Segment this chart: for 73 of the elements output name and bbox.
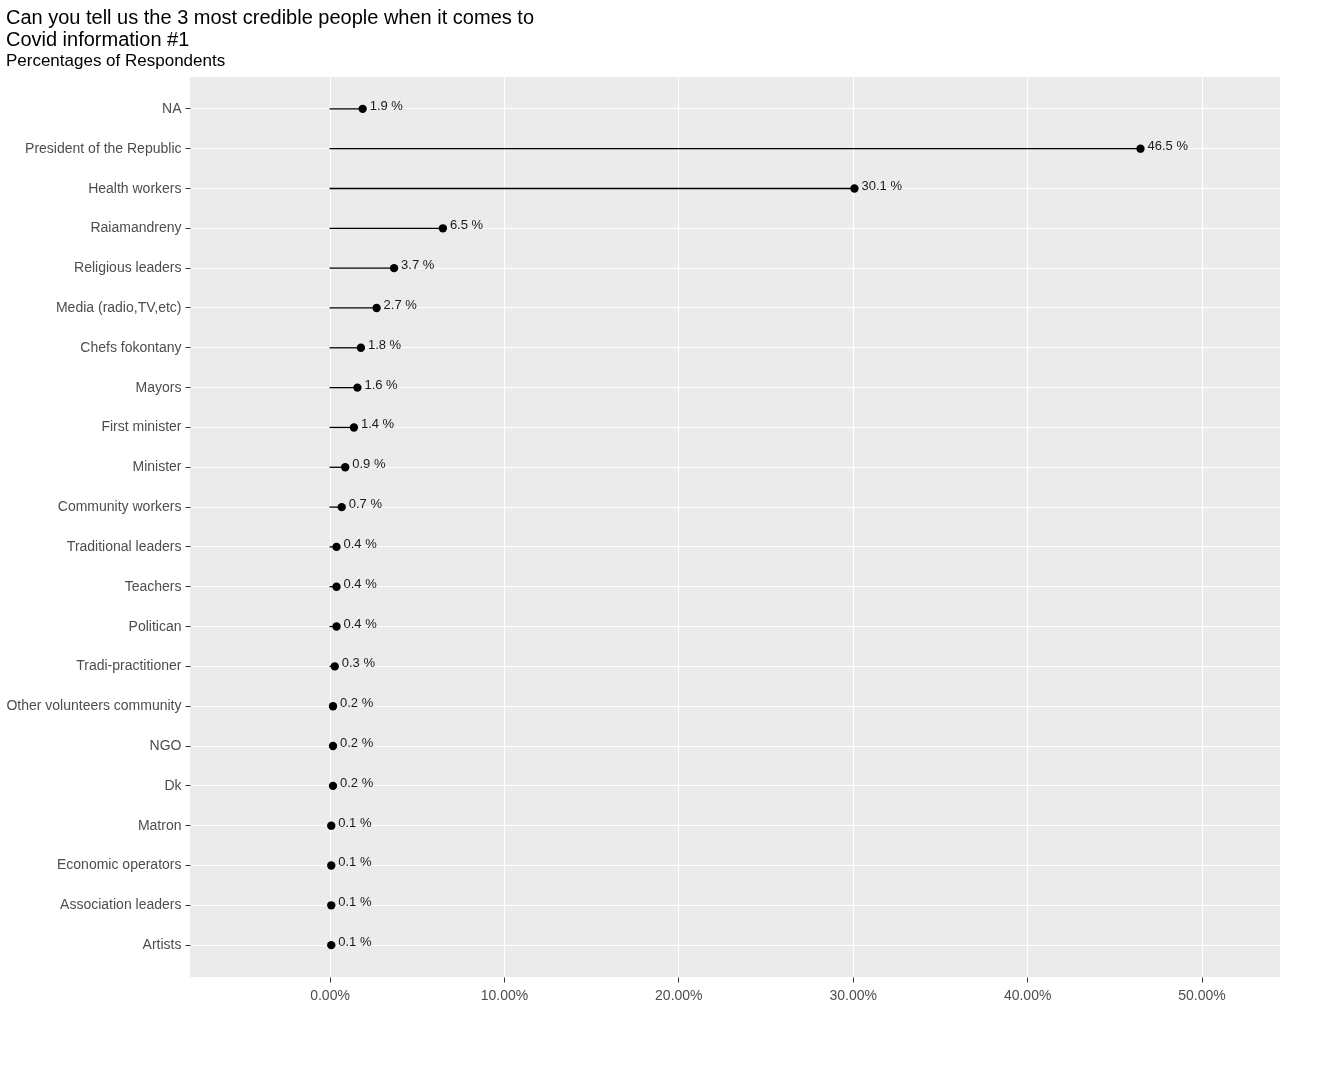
x-tick-label: 10.00%: [480, 986, 529, 1003]
point: [327, 901, 336, 910]
data-label: 3.7 %: [401, 257, 435, 273]
point: [327, 821, 336, 830]
x-tick-label: 20.00%: [655, 986, 703, 1003]
data-label: 0.2 %: [340, 774, 374, 790]
point: [353, 383, 362, 392]
chart-subtitle: Percentages of Respondents: [5, 51, 226, 70]
data-label: 1.8 %: [367, 336, 402, 352]
point: [438, 224, 448, 233]
point: [328, 741, 338, 751]
y-tick-label: Traditional leaders: [66, 537, 182, 554]
point: [356, 343, 366, 352]
data-label: 46.5 %: [1147, 137, 1189, 153]
y-tick-label: Economic operators: [56, 856, 182, 873]
data-label: 30.1 %: [861, 177, 903, 193]
data-label: 1.9 %: [369, 97, 404, 113]
data-label: 0.1 %: [338, 934, 372, 950]
point: [389, 263, 399, 273]
data-label: 2.7 %: [383, 296, 418, 312]
point: [327, 861, 336, 870]
y-tick-label: President of the Republic: [25, 139, 182, 156]
x-tick-label: 30.00%: [829, 986, 877, 1003]
y-tick-label: Raiamandreny: [90, 219, 182, 236]
point: [332, 622, 341, 631]
x-tick-label: 50.00%: [1178, 986, 1226, 1003]
y-tick-label: Politican: [128, 617, 182, 634]
data-label: 0.2 %: [340, 735, 374, 751]
x-tick-label: 0.00%: [310, 986, 350, 1003]
point: [349, 423, 359, 432]
point: [341, 463, 350, 472]
data-label: 0.1 %: [338, 894, 372, 910]
point: [328, 702, 338, 711]
data-label: 0.1 %: [338, 814, 372, 830]
point: [850, 184, 859, 193]
y-tick-label: Community workers: [57, 498, 182, 515]
point: [337, 502, 346, 512]
data-label: 0.4 %: [343, 575, 378, 591]
point: [332, 542, 341, 552]
data-label: 0.4 %: [343, 615, 378, 631]
y-tick-label: Other volunteers community: [6, 697, 182, 714]
y-tick-label: Matron: [137, 816, 182, 833]
point: [1136, 144, 1145, 153]
point: [332, 582, 341, 591]
chart-title: Can you tell us the 3 most credible people when it comes to Covid information #1: [5, 6, 535, 50]
y-tick-label: Association leaders: [60, 896, 182, 913]
x-tick-label: 40.00%: [1003, 986, 1052, 1003]
data-label: 0.7 %: [348, 496, 383, 512]
data-label: 1.6 %: [364, 376, 399, 392]
point: [372, 303, 381, 313]
y-tick-label: NA: [162, 99, 183, 116]
data-label: 0.2 %: [340, 695, 374, 711]
data-label: 1.4 %: [360, 416, 395, 432]
y-tick-label: Teachers: [124, 577, 182, 594]
y-tick-label: NGO: [149, 737, 182, 754]
y-tick-label: Mayors: [135, 378, 182, 395]
y-tick-label: First minister: [101, 418, 182, 435]
point: [358, 104, 367, 114]
data-label: 6.5 %: [449, 217, 484, 233]
data-label: 0.4 %: [343, 535, 378, 551]
y-tick-label: Tradi-practitioner: [76, 657, 182, 674]
y-tick-label: Dk: [164, 776, 183, 793]
point: [327, 940, 336, 950]
y-tick-label: Health workers: [88, 179, 182, 196]
data-label: 0.9 %: [352, 456, 386, 472]
y-tick-label: Artists: [142, 936, 182, 953]
y-tick-label: Media (radio,TV,etc): [55, 298, 182, 315]
data-label: 0.1 %: [338, 854, 372, 870]
point: [328, 781, 338, 791]
data-label: 0.3 %: [341, 655, 376, 671]
y-tick-label: Minister: [132, 458, 182, 475]
y-tick-label: Religious leaders: [74, 259, 182, 276]
y-tick-label: Chefs fokontany: [80, 338, 182, 355]
